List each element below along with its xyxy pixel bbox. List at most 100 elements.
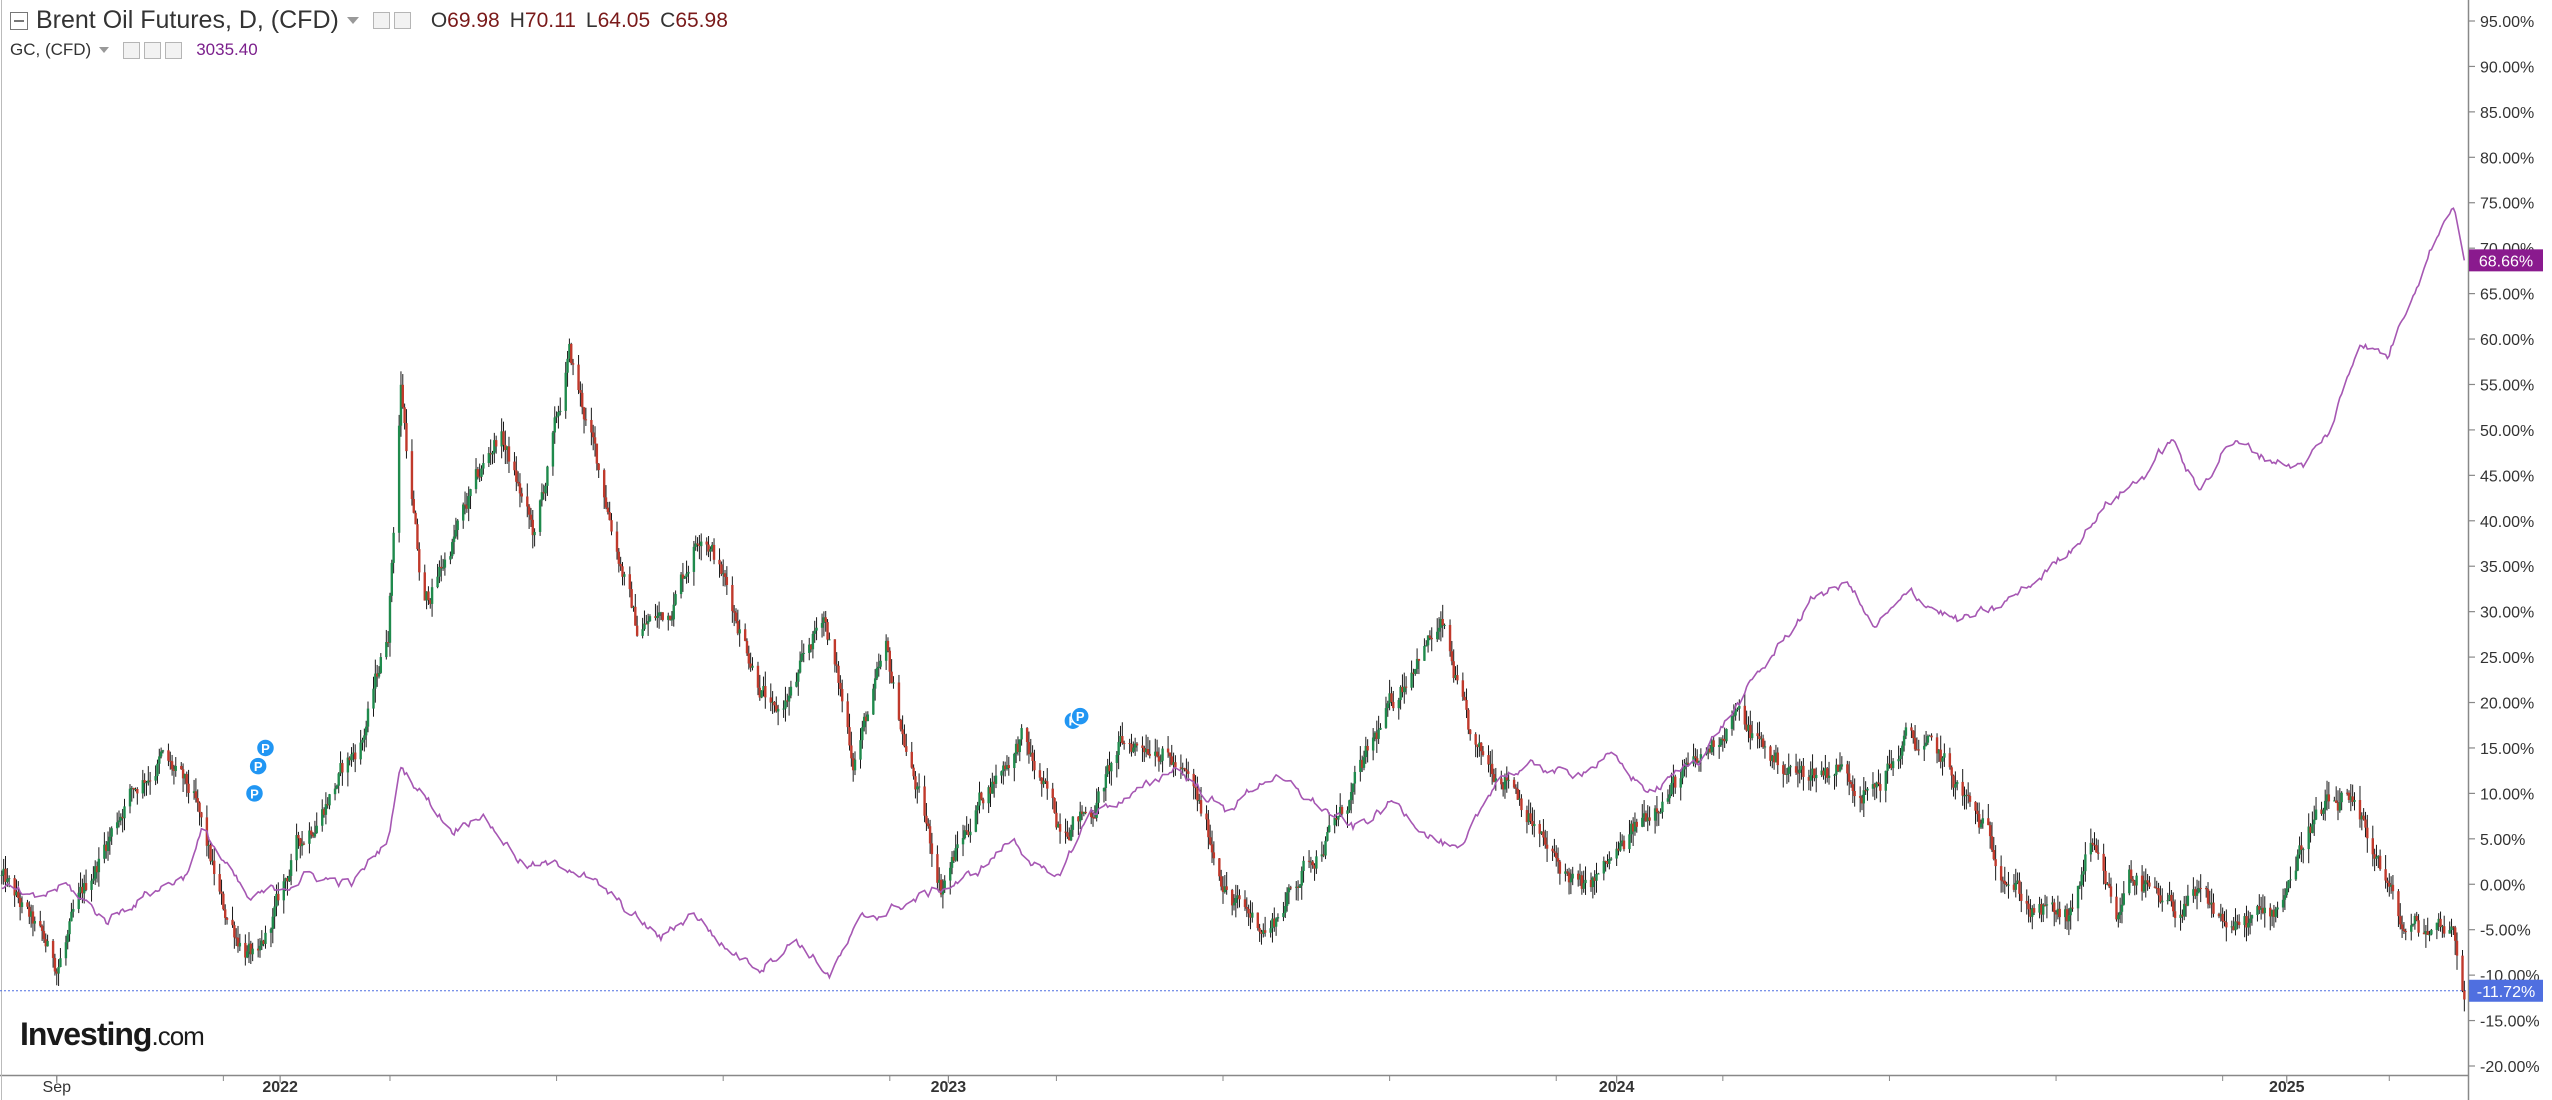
candle: [147, 766, 150, 786]
candle: [2195, 879, 2199, 910]
candle: [1712, 736, 1715, 756]
candle: [1802, 758, 1805, 791]
candle: [1441, 604, 1444, 638]
settings-icon[interactable]: [372, 12, 390, 29]
candle: [1143, 745, 1146, 762]
candle: [480, 465, 483, 481]
candle: [2417, 914, 2420, 937]
candle: [1725, 728, 1728, 744]
candle: [20, 896, 24, 914]
candle: [527, 504, 531, 529]
compare-series-dropdown-icon[interactable]: [99, 47, 110, 53]
candle: [170, 754, 174, 776]
compare-settings-icon[interactable]: [123, 41, 141, 59]
candle: [1604, 860, 1607, 872]
candle: [132, 787, 135, 799]
candle: [822, 611, 826, 637]
candle: [194, 778, 198, 803]
hide-icon[interactable]: [393, 12, 411, 29]
candle: [1198, 793, 1201, 804]
candle: [106, 831, 110, 861]
candle: [1683, 759, 1686, 777]
candle: [1014, 739, 1018, 764]
candle: [1782, 761, 1785, 788]
candle: [121, 808, 124, 833]
candle: [2340, 791, 2343, 811]
event-marker[interactable]: P: [248, 756, 268, 776]
candle: [723, 569, 727, 587]
event-marker[interactable]: P: [244, 783, 265, 804]
candle: [231, 906, 234, 928]
candle: [886, 637, 890, 653]
candle: [776, 704, 780, 726]
candle: [566, 350, 569, 387]
candle: [2378, 849, 2382, 871]
ohlc-key-l: L: [585, 8, 598, 32]
ohlc-value-l: 64.05: [597, 8, 651, 32]
logo-brand: Investing: [20, 1016, 152, 1052]
compare-hide-icon[interactable]: [144, 41, 162, 59]
candle: [341, 759, 344, 786]
candle: [1192, 768, 1195, 800]
candle: [538, 499, 542, 536]
candle: [1289, 885, 1292, 891]
compare-remove-icon[interactable]: [165, 41, 183, 59]
candle: [2313, 805, 2316, 836]
event-marker[interactable]: P: [255, 738, 276, 758]
candle: [1785, 767, 1789, 784]
candle: [1890, 750, 1893, 771]
candle: [233, 921, 236, 949]
candle: [2362, 808, 2365, 821]
candle: [861, 720, 864, 749]
candle: [1044, 778, 1047, 785]
y-tick-label: 45.00%: [2480, 468, 2534, 485]
candle: [1315, 850, 1318, 874]
candle: [1943, 743, 1946, 767]
candle: [897, 674, 901, 722]
event-marker-label: P: [1076, 709, 1085, 724]
event-marker[interactable]: P: [1070, 706, 1090, 726]
candle: [487, 447, 491, 467]
candle: [1644, 810, 1648, 823]
collapse-legend-button[interactable]: [10, 11, 28, 30]
candle: [1388, 679, 1391, 711]
main-series-title[interactable]: Brent Oil Futures, D, (CFD): [36, 6, 339, 34]
candle: [414, 510, 417, 525]
candle: [1609, 857, 1613, 861]
candle: [158, 748, 161, 774]
candle: [2168, 881, 2171, 902]
candle: [795, 672, 798, 688]
candle: [244, 934, 247, 966]
candle: [1966, 782, 1970, 804]
candle: [2338, 788, 2342, 813]
candle: [802, 643, 805, 663]
candle: [1249, 900, 1252, 930]
candle: [1161, 746, 1164, 773]
candle: [1183, 767, 1186, 772]
candle: [2184, 895, 2188, 917]
candle: [1487, 745, 1490, 773]
candle: [2084, 842, 2087, 882]
candle: [2069, 900, 2072, 930]
candle: [2045, 896, 2049, 919]
y-tick-label: 10.00%: [2480, 786, 2534, 803]
candle: [1977, 802, 1981, 834]
candle: [1071, 816, 1075, 837]
main-series-dropdown-icon[interactable]: [346, 17, 359, 24]
candle: [526, 483, 529, 518]
x-tick-label: 2025: [2269, 1079, 2305, 1096]
candle: [489, 439, 492, 465]
candle: [632, 605, 635, 612]
candle: [456, 519, 459, 540]
candle: [505, 446, 509, 464]
compare-series-title[interactable]: GC, (CFD): [10, 40, 92, 59]
candle: [1296, 880, 1300, 901]
candle: [130, 785, 134, 802]
candle: [238, 933, 242, 952]
candle: [66, 929, 69, 950]
candle: [169, 751, 172, 770]
candle: [808, 637, 811, 661]
candle: [1527, 799, 1530, 825]
candle: [674, 590, 677, 606]
